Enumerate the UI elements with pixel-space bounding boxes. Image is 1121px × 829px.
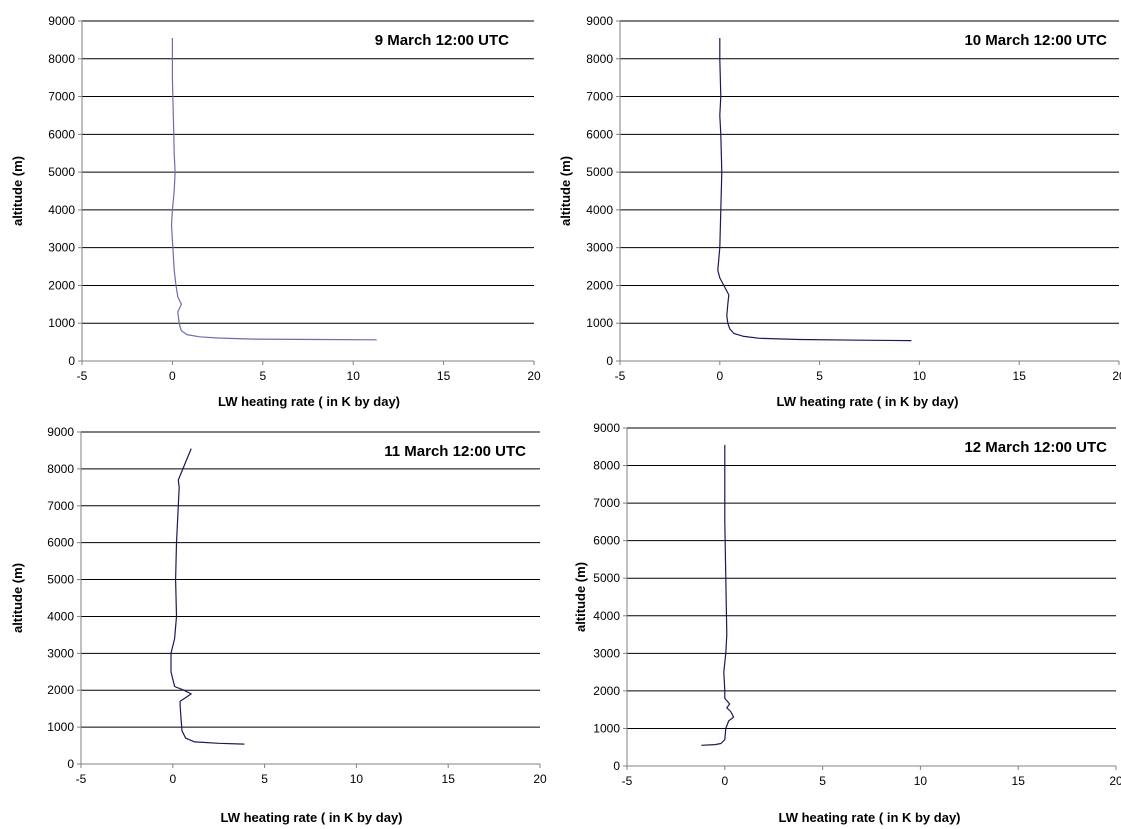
- x-tick-label: 15: [1013, 369, 1027, 383]
- x-tick-label: -5: [615, 369, 626, 383]
- x-tick-label: 20: [533, 772, 547, 786]
- y-tick-label: 3000: [586, 241, 613, 255]
- x-tick-label: 5: [816, 369, 823, 383]
- x-tick-label: 10: [913, 369, 927, 383]
- chart-title: 9 March 12:00 UTC: [375, 32, 509, 49]
- y-tick-label: 5000: [48, 165, 75, 179]
- y-tick-label: 7000: [586, 90, 613, 104]
- chart-title: 11 March 12:00 UTC: [384, 443, 526, 460]
- series-line: [170, 448, 245, 745]
- y-tick-label: 7000: [593, 496, 620, 510]
- x-tick-label: 5: [261, 772, 268, 786]
- y-tick-label: 3000: [48, 241, 75, 255]
- x-tick-label: 15: [1012, 774, 1026, 788]
- x-axis-label: LW heating rate ( in K by day): [776, 394, 958, 409]
- x-tick-label: 0: [716, 369, 723, 383]
- y-tick-label: 2000: [47, 683, 74, 697]
- y-tick-label: 8000: [593, 459, 620, 473]
- y-tick-label: 7000: [48, 90, 75, 104]
- y-axis-label: altitude (m): [558, 156, 573, 226]
- y-tick-label: 9000: [593, 421, 620, 435]
- x-tick-label: 5: [259, 369, 266, 383]
- series-line: [170, 38, 377, 341]
- y-tick-label: 2000: [48, 278, 75, 292]
- x-tick-label: 15: [437, 369, 451, 383]
- x-tick-label: -5: [622, 774, 633, 788]
- x-tick-label: 10: [347, 369, 361, 383]
- chart-title: 10 March 12:00 UTC: [964, 32, 1107, 49]
- y-axis-label: altitude (m): [10, 563, 25, 633]
- y-tick-label: 8000: [586, 52, 613, 66]
- y-tick-label: 6000: [593, 534, 620, 548]
- y-tick-label: 1000: [593, 721, 620, 735]
- y-tick-label: 1000: [48, 316, 75, 330]
- x-tick-label: 0: [169, 369, 176, 383]
- x-tick-label: 0: [721, 774, 728, 788]
- y-tick-label: 5000: [586, 165, 613, 179]
- x-tick-label: -5: [76, 772, 87, 786]
- y-tick-label: 5000: [593, 571, 620, 585]
- x-tick-label: 20: [527, 369, 541, 383]
- x-tick-label: 10: [914, 774, 928, 788]
- y-tick-label: 2000: [593, 684, 620, 698]
- y-axis-label: altitude (m): [573, 562, 588, 632]
- y-tick-label: 5000: [47, 573, 74, 587]
- y-tick-label: 4000: [586, 203, 613, 217]
- series-line: [717, 38, 912, 342]
- y-tick-label: 8000: [47, 462, 74, 476]
- y-tick-label: 6000: [48, 127, 75, 141]
- y-tick-label: 3000: [593, 646, 620, 660]
- y-tick-label: 9000: [586, 14, 613, 28]
- y-tick-label: 0: [68, 354, 75, 368]
- x-tick-label: 20: [1112, 369, 1121, 383]
- x-tick-label: -5: [77, 369, 88, 383]
- y-tick-label: 8000: [48, 52, 75, 66]
- x-tick-label: 15: [442, 772, 456, 786]
- y-tick-label: 4000: [48, 203, 75, 217]
- y-tick-label: 4000: [47, 609, 74, 623]
- y-tick-label: 4000: [593, 609, 620, 623]
- series-line: [701, 444, 735, 746]
- chart-title: 12 March 12:00 UTC: [964, 439, 1107, 456]
- y-tick-label: 9000: [47, 425, 74, 439]
- y-tick-label: 2000: [586, 278, 613, 292]
- x-axis-label: LW heating rate ( in K by day): [220, 810, 402, 825]
- y-tick-label: 1000: [47, 720, 74, 734]
- y-tick-label: 0: [613, 759, 620, 773]
- x-tick-label: 20: [1109, 774, 1121, 788]
- y-tick-label: 6000: [47, 536, 74, 550]
- y-tick-label: 0: [606, 354, 613, 368]
- y-tick-label: 1000: [586, 316, 613, 330]
- x-tick-label: 10: [350, 772, 364, 786]
- y-axis-label: altitude (m): [10, 156, 25, 226]
- x-axis-label: LW heating rate ( in K by day): [778, 810, 960, 825]
- y-tick-label: 3000: [47, 646, 74, 660]
- x-tick-label: 5: [819, 774, 826, 788]
- y-tick-label: 6000: [586, 127, 613, 141]
- y-tick-label: 7000: [47, 499, 74, 513]
- x-axis-label: LW heating rate ( in K by day): [218, 394, 400, 409]
- y-tick-label: 9000: [48, 14, 75, 28]
- x-tick-label: 0: [169, 772, 176, 786]
- y-tick-label: 0: [67, 757, 74, 771]
